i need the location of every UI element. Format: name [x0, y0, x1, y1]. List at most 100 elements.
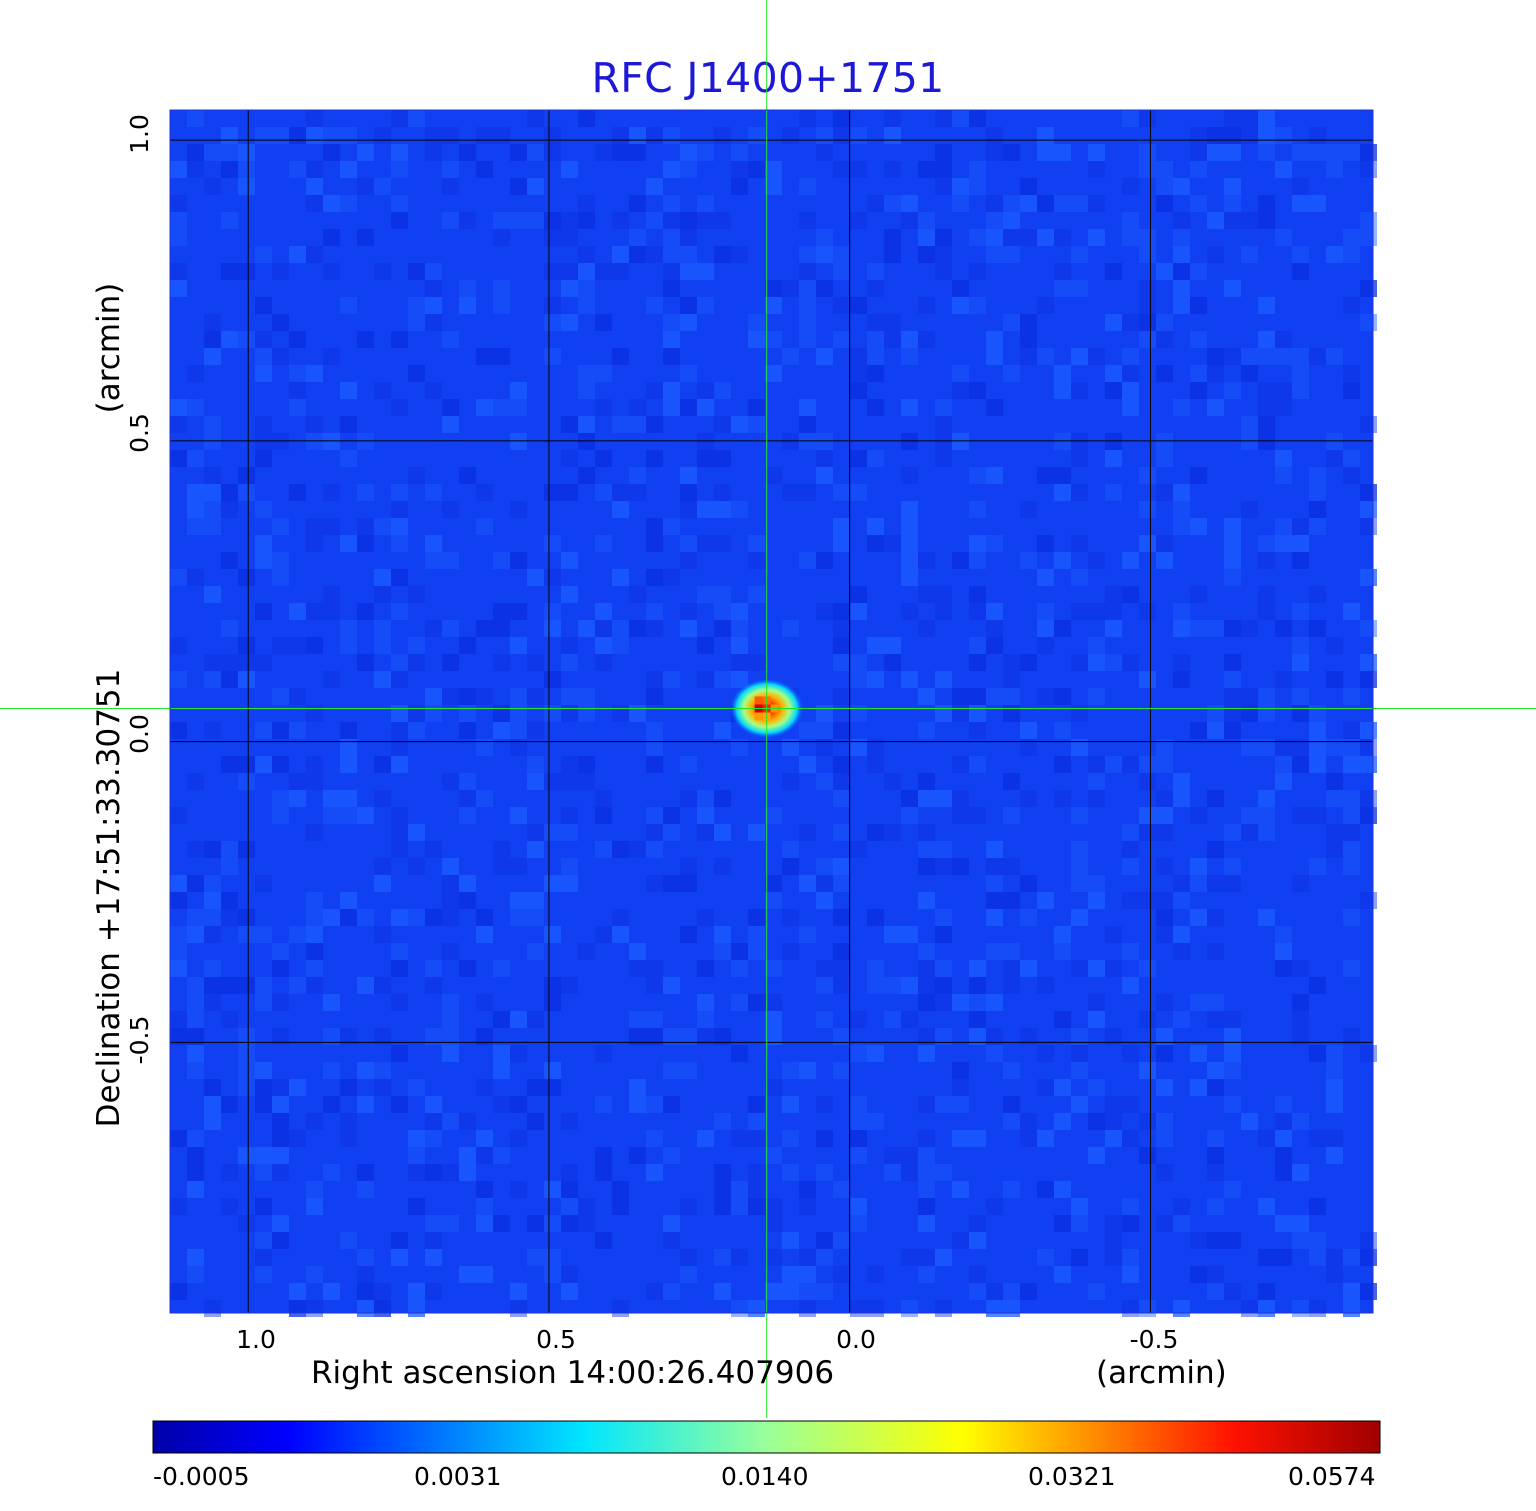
noise-pixel: [1003, 144, 1020, 161]
noise-pixel: [952, 858, 969, 875]
noise-pixel: [510, 144, 527, 161]
noise-pixel: [918, 552, 935, 569]
noise-pixel: [476, 620, 493, 637]
noise-pixel: [765, 807, 782, 824]
noise-pixel: [833, 484, 850, 501]
noise-pixel: [833, 297, 850, 314]
noise-pixel: [1292, 195, 1309, 212]
noise-pixel: [918, 773, 935, 790]
noise-pixel: [340, 382, 357, 399]
noise-pixel: [731, 1198, 748, 1215]
noise-pixel: [1156, 909, 1173, 926]
noise-pixel: [697, 433, 714, 450]
noise-pixel: [1343, 1028, 1360, 1045]
noise-pixel: [1343, 841, 1360, 858]
noise-pixel: [663, 195, 680, 212]
noise-pixel: [340, 807, 357, 824]
noise-pixel: [306, 943, 323, 960]
noise-pixel: [408, 654, 425, 671]
noise-pixel: [833, 1266, 850, 1283]
noise-pixel: [425, 263, 442, 280]
noise-pixel: [170, 161, 187, 178]
noise-pixel: [816, 1164, 833, 1181]
noise-pixel: [1054, 552, 1071, 569]
noise-pixel: [799, 1283, 816, 1300]
noise-pixel: [527, 1249, 544, 1266]
noise-pixel: [952, 178, 969, 195]
noise-pixel: [578, 467, 595, 484]
noise-pixel: [1037, 1079, 1054, 1096]
noise-pixel: [306, 535, 323, 552]
noise-pixel: [1309, 1232, 1326, 1249]
noise-pixel: [901, 1249, 918, 1266]
noise-pixel: [663, 1096, 680, 1113]
noise-pixel: [425, 688, 442, 705]
noise-pixel: [425, 314, 442, 331]
noise-pixel: [646, 722, 663, 739]
noise-pixel: [867, 1266, 884, 1283]
noise-pixel: [901, 399, 918, 416]
noise-pixel: [476, 1266, 493, 1283]
noise-pixel: [884, 824, 901, 841]
noise-pixel: [1156, 756, 1173, 773]
noise-pixel: [561, 1266, 578, 1283]
noise-pixel: [578, 705, 595, 722]
noise-pixel: [1003, 892, 1020, 909]
noise-pixel: [1105, 1096, 1122, 1113]
noise-pixel: [255, 977, 272, 994]
noise-pixel: [1139, 246, 1156, 263]
noise-pixel: [612, 348, 629, 365]
noise-pixel: [1122, 1249, 1139, 1266]
noise-pixel: [544, 348, 561, 365]
noise-pixel: [510, 1130, 527, 1147]
noise-pixel: [561, 807, 578, 824]
noise-pixel: [1139, 1011, 1156, 1028]
noise-pixel: [340, 637, 357, 654]
noise-pixel: [1258, 535, 1275, 552]
noise-pixel: [544, 977, 561, 994]
noise-pixel: [782, 1232, 799, 1249]
noise-pixel: [1241, 620, 1258, 637]
noise-pixel: [629, 705, 646, 722]
noise-pixel: [816, 144, 833, 161]
noise-pixel: [1343, 246, 1360, 263]
noise-pixel: [1156, 1028, 1173, 1045]
noise-pixel: [816, 450, 833, 467]
noise-pixel: [357, 1266, 374, 1283]
noise-pixel: [1122, 212, 1139, 229]
noise-pixel: [170, 671, 187, 688]
noise-pixel: [680, 263, 697, 280]
noise-pixel: [1292, 1028, 1309, 1045]
noise-pixel: [289, 382, 306, 399]
noise-pixel: [833, 263, 850, 280]
noise-pixel: [170, 416, 187, 433]
noise-pixel: [289, 365, 306, 382]
noise-pixel: [1258, 144, 1275, 161]
noise-pixel: [374, 1283, 391, 1300]
noise-pixel: [935, 144, 952, 161]
noise-pixel: [986, 535, 1003, 552]
noise-pixel: [1326, 739, 1343, 756]
noise-pixel: [255, 1232, 272, 1249]
noise-pixel: [272, 1232, 289, 1249]
noise-pixel: [850, 1045, 867, 1062]
noise-pixel: [408, 1164, 425, 1181]
noise-pixel: [1326, 1130, 1343, 1147]
noise-pixel: [425, 705, 442, 722]
noise-pixel: [969, 535, 986, 552]
noise-pixel: [238, 926, 255, 943]
noise-pixel: [714, 246, 731, 263]
noise-pixel: [255, 722, 272, 739]
noise-pixel: [714, 943, 731, 960]
noise-pixel: [1360, 654, 1377, 671]
noise-pixel: [850, 841, 867, 858]
noise-pixel: [867, 365, 884, 382]
noise-pixel: [221, 977, 238, 994]
noise-pixel: [663, 1283, 680, 1300]
noise-pixel: [680, 535, 697, 552]
noise-pixel: [697, 586, 714, 603]
noise-pixel: [918, 1130, 935, 1147]
noise-pixel: [1037, 637, 1054, 654]
noise-pixel: [1258, 688, 1275, 705]
noise-pixel: [935, 705, 952, 722]
